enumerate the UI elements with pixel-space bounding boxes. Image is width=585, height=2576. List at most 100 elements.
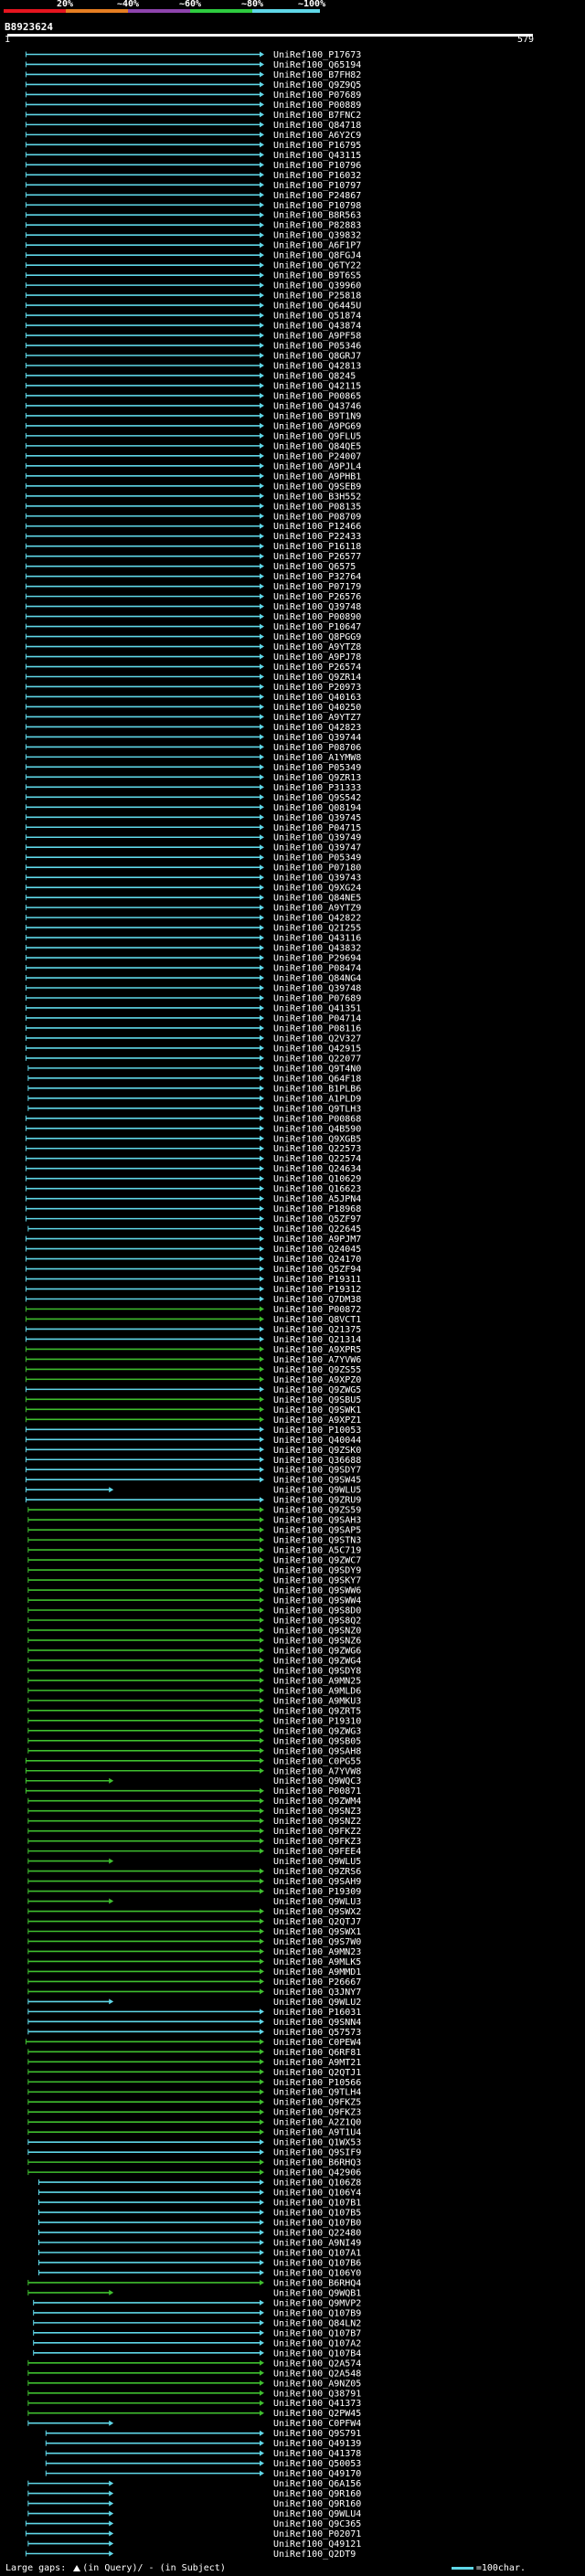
hit-row[interactable]: UniRef100_Q39747: [25, 843, 361, 853]
hit-row[interactable]: UniRef100_Q39749: [25, 833, 361, 843]
hit-row[interactable]: UniRef100_Q9ZS59: [27, 1506, 361, 1516]
hit-label[interactable]: UniRef100_Q9TLH3: [273, 1104, 361, 1114]
hit-row[interactable]: UniRef100_A9YTZ9: [25, 904, 361, 914]
hit-row[interactable]: UniRef100_Q65194: [25, 60, 361, 70]
hit-row[interactable]: UniRef100_A9PF58: [25, 332, 361, 342]
hit-label[interactable]: UniRef100_Q9S8Q2: [273, 1616, 361, 1626]
hit-label[interactable]: UniRef100_Q9WLU5: [273, 1857, 361, 1867]
hit-row[interactable]: UniRef100_A2Z1Q0: [27, 2118, 361, 2128]
hit-label[interactable]: UniRef100_P00890: [273, 612, 361, 622]
hit-row[interactable]: UniRef100_Q39748: [25, 602, 361, 612]
hit-row[interactable]: UniRef100_Q84LN2: [33, 2318, 362, 2328]
hit-row[interactable]: UniRef100_Q38791: [27, 2389, 361, 2399]
hit-row[interactable]: UniRef100_Q9SAH8: [27, 1746, 361, 1756]
hit-row[interactable]: UniRef100_A6Y2C9: [25, 131, 361, 141]
hit-label[interactable]: UniRef100_P04714: [273, 1013, 361, 1023]
hit-label[interactable]: UniRef100_Q9SEB9: [273, 482, 361, 492]
hit-label[interactable]: UniRef100_Q9S791: [273, 2429, 361, 2439]
hit-row[interactable]: UniRef100_Q39744: [25, 733, 361, 743]
hit-label[interactable]: UniRef100_Q49139: [273, 2439, 361, 2449]
hit-label[interactable]: UniRef100_P16118: [273, 542, 361, 552]
hit-label[interactable]: UniRef100_Q107B9: [273, 2308, 361, 2318]
hit-label[interactable]: UniRef100_Q8GRJ7: [273, 352, 361, 362]
hit-row[interactable]: UniRef100_Q22077: [25, 1054, 361, 1064]
hit-label[interactable]: UniRef100_Q9SNZ0: [273, 1626, 361, 1636]
hit-label[interactable]: UniRef100_P24007: [273, 451, 361, 461]
hit-label[interactable]: UniRef100_P32764: [273, 572, 361, 582]
hit-label[interactable]: UniRef100_Q22573: [273, 1144, 361, 1154]
hit-label[interactable]: UniRef100_C0PFW4: [273, 2419, 361, 2429]
hit-row[interactable]: UniRef100_Q9SNZ3: [27, 1807, 361, 1817]
hit-label[interactable]: UniRef100_P19309: [273, 1887, 361, 1897]
hit-label[interactable]: UniRef100_Q9FKZ3: [273, 2108, 361, 2118]
hit-label[interactable]: UniRef100_Q21314: [273, 1335, 361, 1345]
hit-label[interactable]: UniRef100_Q9ZWC7: [273, 1556, 361, 1566]
hit-row[interactable]: UniRef100_Q9SEB9: [25, 482, 361, 492]
hit-label[interactable]: UniRef100_Q9FKZ5: [273, 2098, 361, 2108]
hit-row[interactable]: UniRef100_P26574: [25, 663, 361, 673]
hit-label[interactable]: UniRef100_Q9C365: [273, 2519, 361, 2529]
hit-label[interactable]: UniRef100_Q8FGJ4: [273, 251, 361, 261]
hit-row[interactable]: UniRef100_Q57573: [27, 2028, 361, 2038]
hit-label[interactable]: UniRef100_B6RHQ3: [273, 2158, 361, 2168]
hit-row[interactable]: UniRef100_B3H552: [25, 492, 361, 502]
hit-row[interactable]: UniRef100_Q9SBU5: [25, 1395, 361, 1405]
hit-row[interactable]: UniRef100_Q2QTJ1: [27, 2068, 361, 2078]
hit-row[interactable]: UniRef100_Q36688: [25, 1456, 361, 1466]
hit-row[interactable]: UniRef100_Q1WX53: [27, 2138, 361, 2148]
hit-label[interactable]: UniRef100_A9PJL4: [273, 461, 361, 472]
hit-row[interactable]: UniRef100_Q9SAH3: [27, 1516, 361, 1526]
hit-label[interactable]: UniRef100_Q2QTJ1: [273, 2068, 361, 2078]
hit-row[interactable]: UniRef100_Q106Y4: [38, 2189, 362, 2199]
hit-row[interactable]: UniRef100_Q9S8Q2: [27, 1616, 361, 1626]
hit-label[interactable]: UniRef100_Q9WQB1: [273, 2288, 361, 2298]
hit-label[interactable]: UniRef100_Q9SNZ2: [273, 1817, 361, 1827]
hit-row[interactable]: UniRef100_Q2A548: [27, 2369, 361, 2379]
hit-row[interactable]: UniRef100_Q64F18: [27, 1074, 361, 1084]
hit-label[interactable]: UniRef100_A5C719: [273, 1546, 361, 1556]
hit-row[interactable]: UniRef100_P00872: [25, 1305, 361, 1315]
hit-label[interactable]: UniRef100_Q9ZWG6: [273, 1646, 361, 1656]
hit-row[interactable]: UniRef100_P07180: [25, 864, 361, 874]
hit-label[interactable]: UniRef100_Q9FKZ2: [273, 1827, 361, 1837]
hit-label[interactable]: UniRef100_Q40250: [273, 703, 361, 713]
hit-label[interactable]: UniRef100_Q9SW45: [273, 1476, 361, 1486]
hit-label[interactable]: UniRef100_A9T1U4: [273, 2128, 361, 2138]
hit-label[interactable]: UniRef100_Q4B590: [273, 1124, 361, 1134]
hit-row[interactable]: UniRef100_Q39743: [25, 874, 361, 884]
hit-row[interactable]: UniRef100_C0PG55: [25, 1756, 361, 1766]
hit-row[interactable]: UniRef100_Q9FKZ3: [27, 2108, 361, 2118]
hit-row[interactable]: UniRef100_Q24634: [25, 1164, 361, 1174]
hit-label[interactable]: UniRef100_Q41351: [273, 1003, 361, 1013]
hit-row[interactable]: UniRef100_Q49139: [45, 2439, 361, 2449]
hit-row[interactable]: UniRef100_P05346: [25, 342, 361, 352]
hit-row[interactable]: UniRef100_Q9WLU5: [27, 1857, 361, 1867]
hit-label[interactable]: UniRef100_Q9WLU5: [273, 1486, 361, 1496]
hit-label[interactable]: UniRef100_P16032: [273, 171, 361, 181]
hit-row[interactable]: UniRef100_A5JPN4: [25, 1194, 361, 1204]
hit-row[interactable]: UniRef100_Q40163: [25, 693, 361, 703]
hit-label[interactable]: UniRef100_P29694: [273, 954, 361, 964]
hit-label[interactable]: UniRef100_C0PEW4: [273, 2038, 361, 2048]
hit-label[interactable]: UniRef100_Q9ZWG4: [273, 1656, 361, 1666]
hit-row[interactable]: UniRef100_Q8FGJ4: [25, 251, 361, 261]
hit-row[interactable]: UniRef100_P10798: [25, 201, 361, 211]
hit-row[interactable]: UniRef100_Q50053: [45, 2459, 361, 2469]
hit-row[interactable]: UniRef100_Q42823: [25, 723, 361, 733]
hit-label[interactable]: UniRef100_P08135: [273, 502, 361, 512]
hit-row[interactable]: UniRef100_Q43832: [25, 944, 361, 954]
hit-row[interactable]: UniRef100_Q9S542: [25, 793, 361, 803]
hit-label[interactable]: UniRef100_Q6RF81: [273, 2048, 361, 2058]
hit-label[interactable]: UniRef100_A7YVW8: [273, 1766, 361, 1776]
hit-label[interactable]: UniRef100_Q42915: [273, 1044, 361, 1054]
hit-label[interactable]: UniRef100_Q107B6: [273, 2258, 361, 2268]
hit-label[interactable]: UniRef100_Q6TY22: [273, 261, 361, 271]
hit-label[interactable]: UniRef100_A9PG69: [273, 421, 361, 431]
hit-label[interactable]: UniRef100_Q2A548: [273, 2369, 361, 2379]
hit-row[interactable]: UniRef100_Q106Z8: [38, 2178, 362, 2189]
hit-row[interactable]: UniRef100_Q107A2: [33, 2338, 362, 2348]
hit-label[interactable]: UniRef100_Q9ZWM4: [273, 1797, 361, 1807]
hit-label[interactable]: UniRef100_Q9MVP2: [273, 2298, 361, 2308]
hit-row[interactable]: UniRef100_P05349: [25, 763, 361, 773]
hit-row[interactable]: UniRef100_Q9SNN4: [27, 2018, 361, 2028]
